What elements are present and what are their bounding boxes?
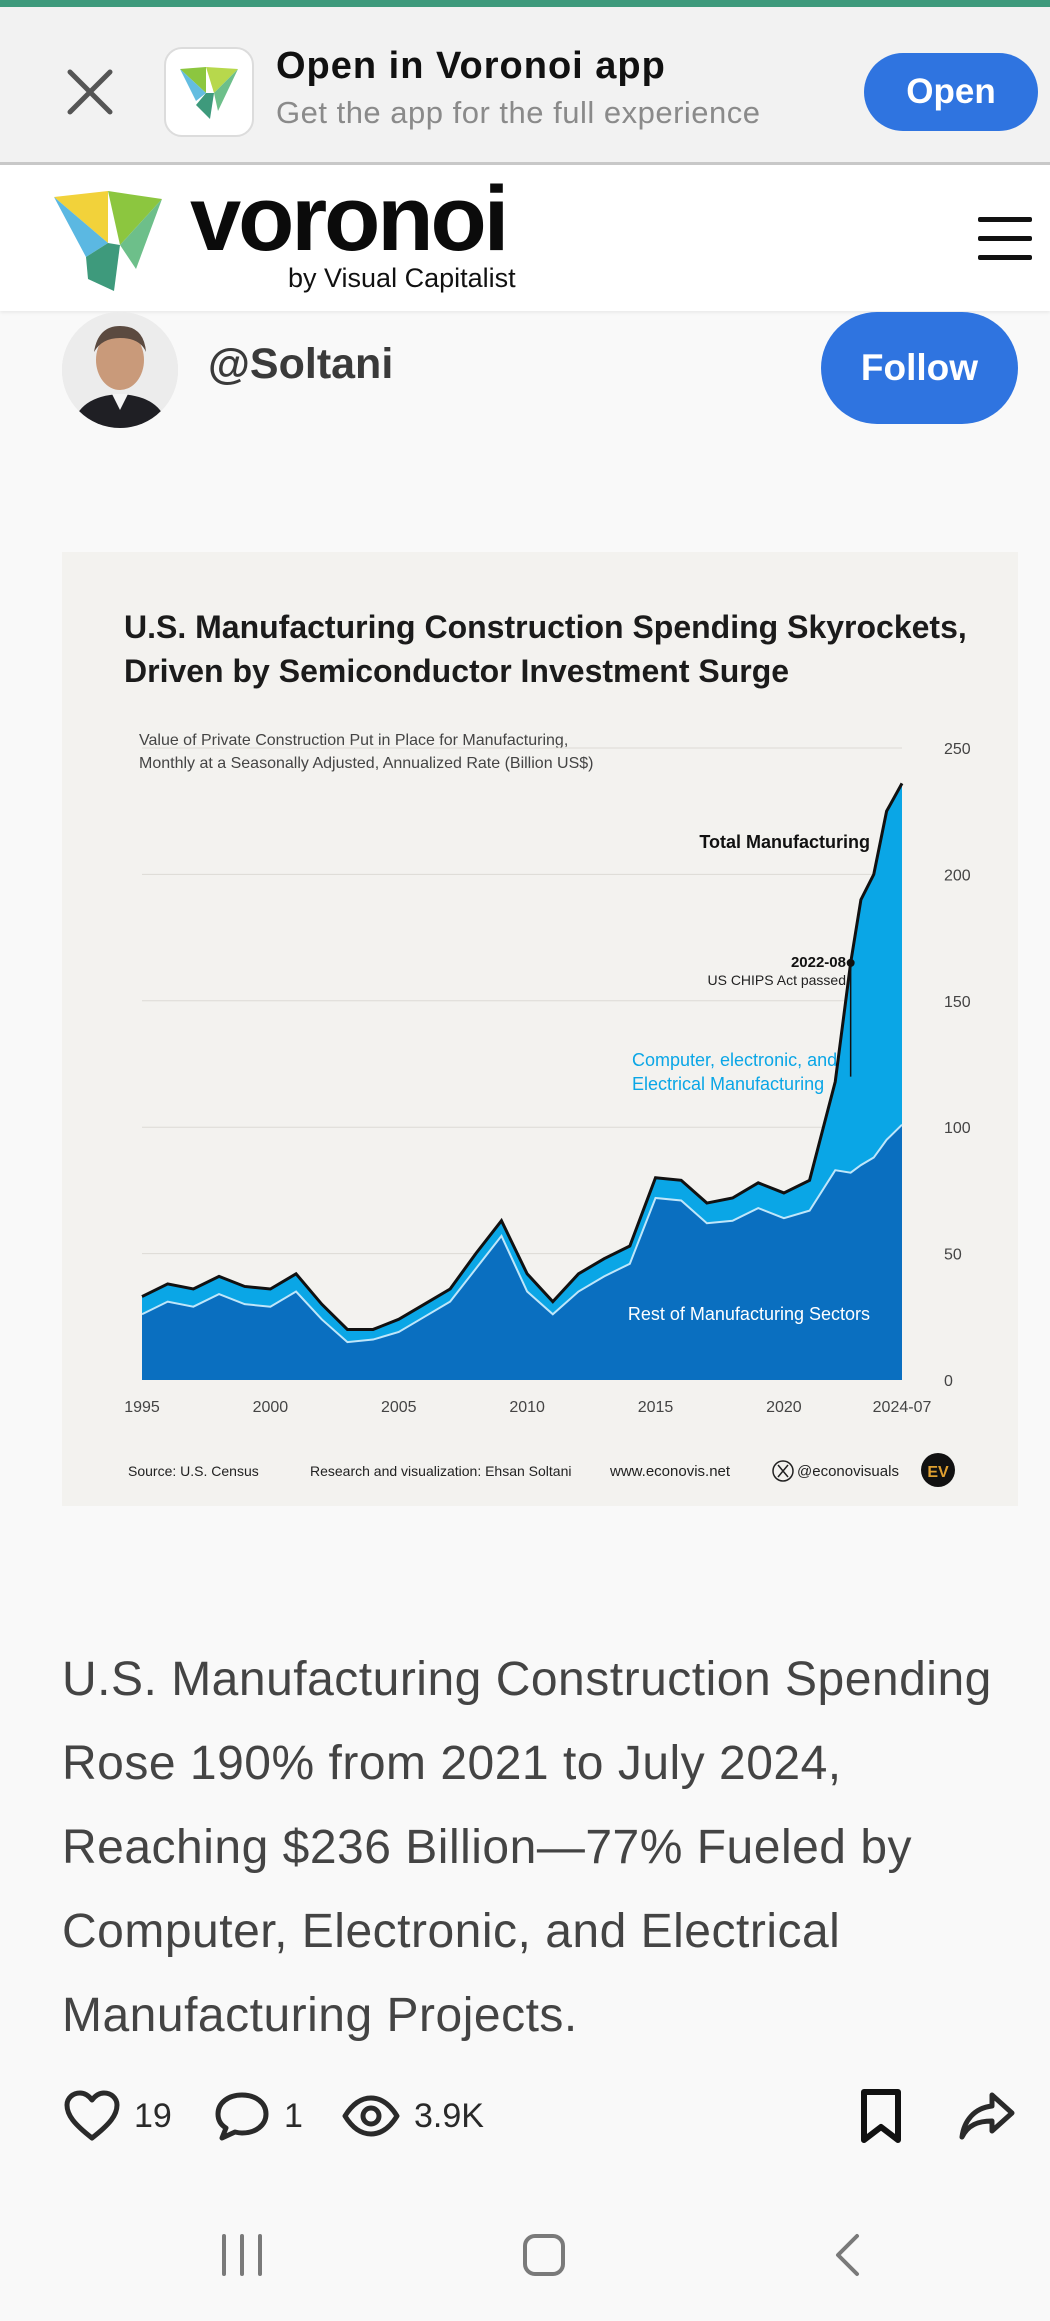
- chart-title-line2: Driven by Semiconductor Investment Surge: [124, 653, 789, 689]
- post-caption: U.S. Manufacturing Construction Spending…: [62, 1653, 992, 2042]
- voronoi-logo-icon[interactable]: [50, 185, 166, 297]
- banner-subtitle: Get the app for the full experience: [276, 95, 761, 130]
- chart-subtitle-line2: Monthly at a Seasonally Adjusted, Annual…: [139, 755, 593, 772]
- x-tick-label: 2020: [766, 1399, 802, 1416]
- open-in-app-button[interactable]: Open: [864, 53, 1038, 131]
- avatar[interactable]: [62, 312, 178, 428]
- post-actions-bar: 19 1 3.9K: [0, 2080, 1050, 2152]
- follow-button[interactable]: Follow: [821, 312, 1018, 424]
- site-header: voronoi by Visual Capitalist: [0, 165, 1050, 311]
- rest-of-manufacturing-area: [142, 1124, 902, 1380]
- rest-of-manufacturing-line: [141, 1123, 903, 1344]
- ev-badge-icon: [921, 1453, 955, 1487]
- chart-handle: @econovisuals: [797, 1463, 899, 1480]
- x-tick-label: 2024-07: [873, 1399, 932, 1416]
- share-icon: [959, 2092, 1015, 2140]
- computer-series-label-line2: Electrical Manufacturing: [632, 1074, 824, 1094]
- voronoi-app-icon: [164, 47, 254, 137]
- total-manufacturing-line: [141, 782, 904, 1331]
- banner-title: Open in Voronoi app: [276, 45, 666, 87]
- home-icon[interactable]: [523, 2234, 565, 2276]
- chips-act-date: 2022-08: [791, 954, 846, 971]
- view-count: 3.9K: [414, 2096, 484, 2135]
- y-tick-label: 200: [944, 867, 971, 884]
- bookmark-button[interactable]: [858, 2080, 918, 2152]
- rest-series-label: Rest of Manufacturing Sectors: [628, 1304, 870, 1324]
- chart-image: U.S. Manufacturing Construction Spending…: [62, 552, 1018, 1506]
- system-navigation-bar: [0, 2200, 1050, 2316]
- chart-subtitle-line1: Value of Private Construction Put in Pla…: [139, 732, 568, 749]
- close-icon[interactable]: [60, 62, 120, 122]
- post-username[interactable]: @Soltani: [208, 340, 394, 388]
- x-logo-icon: [772, 1460, 794, 1482]
- chart-website: www.econovis.net: [609, 1463, 731, 1480]
- y-tick-label: 150: [944, 994, 971, 1011]
- heart-icon: [64, 2090, 120, 2141]
- chart-credit: Research and visualization: Ehsan Soltan…: [310, 1463, 572, 1479]
- like-button[interactable]: 19: [64, 2080, 172, 2152]
- app-install-banner: Open in Voronoi app Get the app for the …: [0, 7, 1050, 165]
- eye-icon: [342, 2095, 400, 2137]
- y-tick-label: 250: [944, 741, 971, 758]
- chips-act-marker: [846, 958, 855, 967]
- chart-svg: U.S. Manufacturing Construction Spending…: [124, 609, 971, 1487]
- x-tick-label: 1995: [124, 1399, 160, 1416]
- back-icon[interactable]: [836, 2234, 859, 2276]
- total-series-label: Total Manufacturing: [699, 832, 870, 852]
- computer-series-label-line1: Computer, electronic, and: [632, 1050, 837, 1070]
- chart-title-line1: U.S. Manufacturing Construction Spending…: [124, 609, 967, 645]
- logo-tagline: by Visual Capitalist: [288, 263, 516, 293]
- hamburger-menu-icon[interactable]: [978, 217, 1032, 261]
- x-tick-label: 2010: [509, 1399, 545, 1416]
- chart-badge: EV: [927, 1464, 949, 1481]
- x-tick-label: 2000: [253, 1399, 289, 1416]
- views-indicator: 3.9K: [342, 2080, 484, 2152]
- x-tick-label: 2005: [381, 1399, 417, 1416]
- comment-icon: [215, 2092, 269, 2141]
- chart-source: Source: U.S. Census: [128, 1463, 259, 1479]
- recent-apps-icon[interactable]: [222, 2234, 262, 2276]
- top-accent-line: [0, 0, 1050, 7]
- comment-button[interactable]: 1: [214, 2080, 303, 2152]
- y-tick-label: 0: [944, 1373, 953, 1390]
- x-tick-label: 2015: [638, 1399, 674, 1416]
- chips-act-label: US CHIPS Act passed: [707, 972, 846, 988]
- logo-wordmark[interactable]: voronoi: [190, 168, 509, 270]
- y-tick-label: 50: [944, 1247, 962, 1264]
- share-button[interactable]: [958, 2080, 1030, 2152]
- y-tick-label: 100: [944, 1120, 971, 1137]
- like-count: 19: [134, 2096, 172, 2135]
- bookmark-icon: [861, 2089, 901, 2143]
- comment-count: 1: [284, 2096, 303, 2135]
